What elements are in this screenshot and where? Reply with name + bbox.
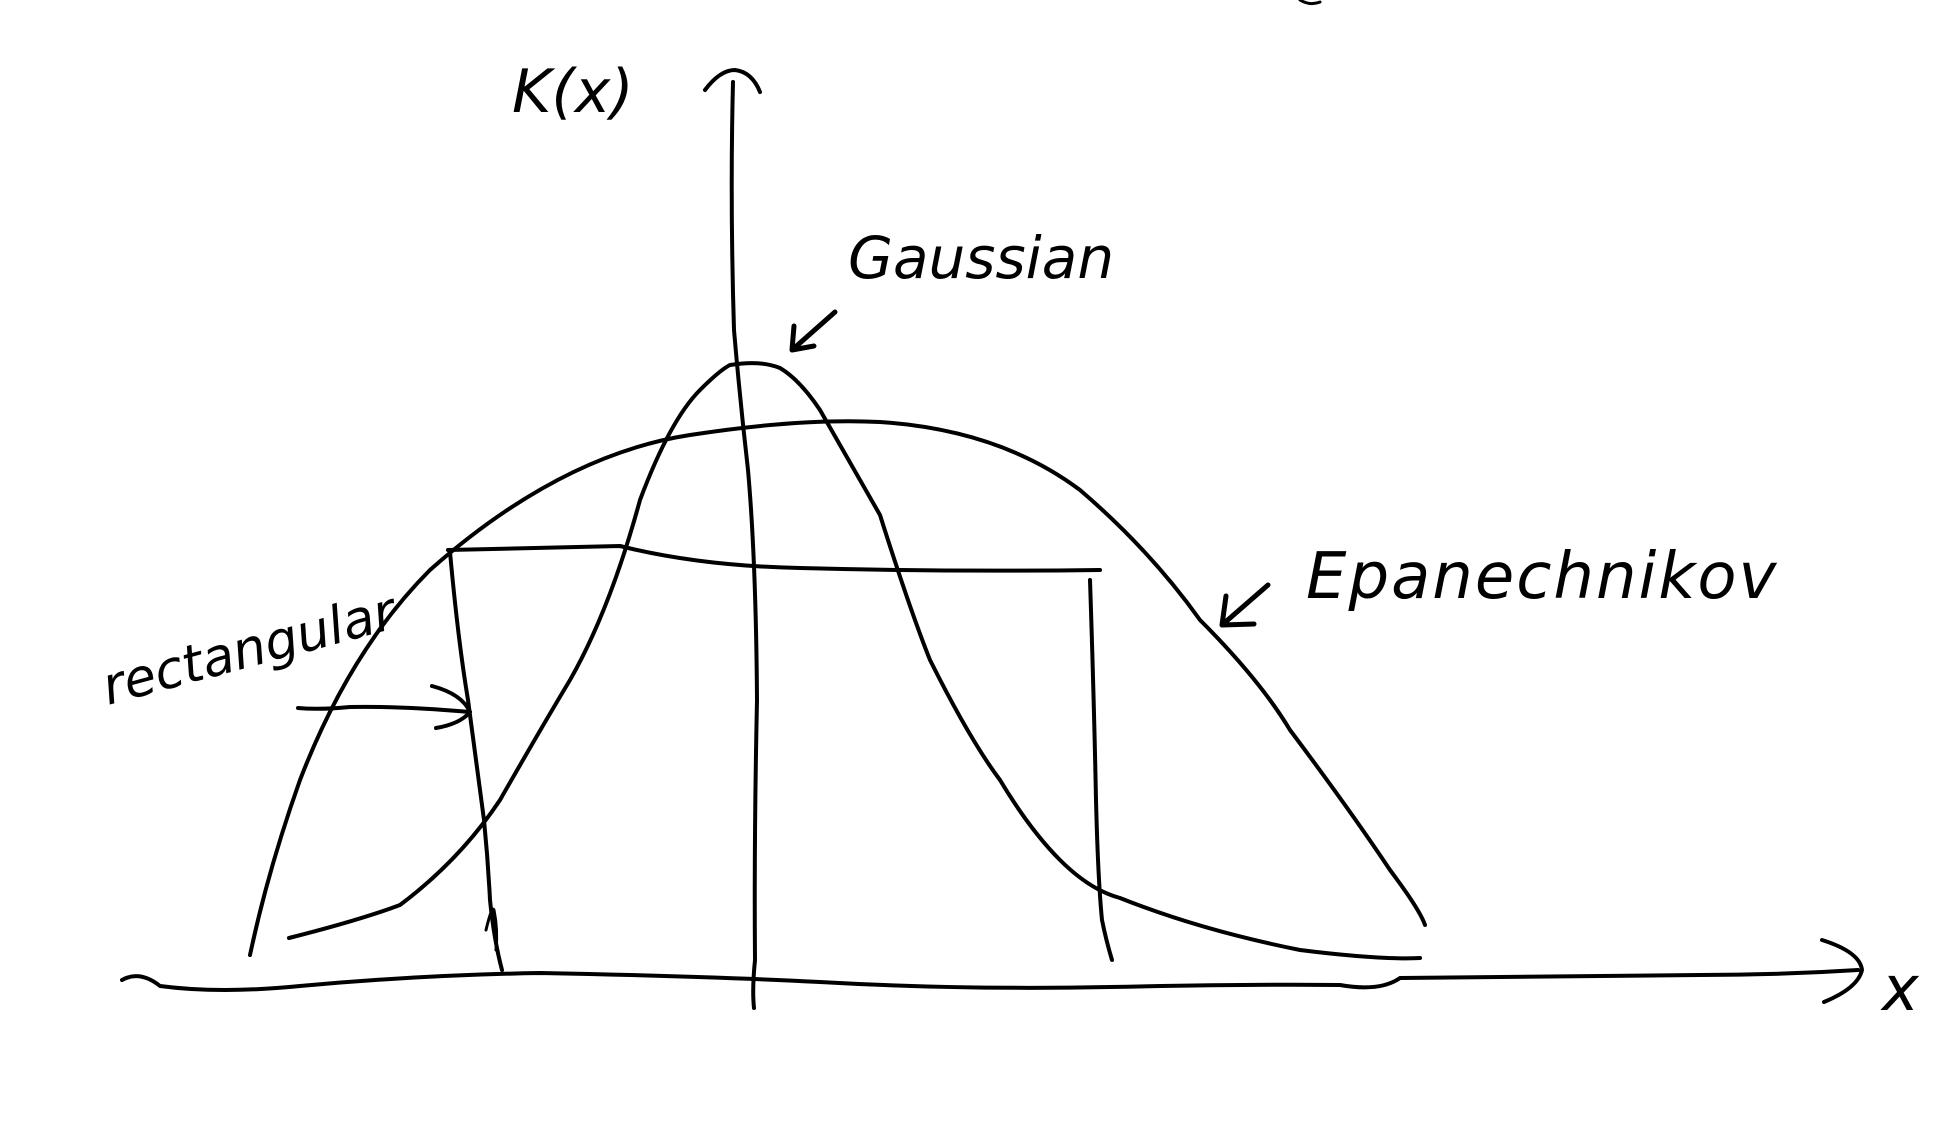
epanechnikov-arrow — [1219, 582, 1271, 628]
epanechnikov-label: Epanechnikov — [1306, 540, 1778, 614]
rectangular-right-edge — [1088, 578, 1114, 962]
x-axis-arrowhead — [1820, 938, 1864, 1004]
rectangular-curve — [446, 544, 1102, 573]
gaussian-arrow — [789, 309, 838, 353]
y-axis-line — [729, 80, 759, 1010]
x-axis-line — [120, 968, 1860, 992]
gaussian-label: Gaussian — [848, 224, 1114, 292]
rectangular-left-foot — [484, 907, 499, 952]
top-edge-mark — [1298, 0, 1322, 6]
gaussian-curve — [287, 361, 1422, 961]
rectangular-left-edge — [448, 550, 504, 972]
rectangular-label: rectangular — [96, 581, 406, 718]
x-axis-label: x — [1880, 952, 1920, 1025]
epanechnikov-curve — [248, 419, 1427, 957]
y-axis-arrowhead — [703, 68, 762, 94]
rectangular-arrow — [296, 684, 472, 730]
y-axis-label: K(x) — [512, 57, 634, 127]
